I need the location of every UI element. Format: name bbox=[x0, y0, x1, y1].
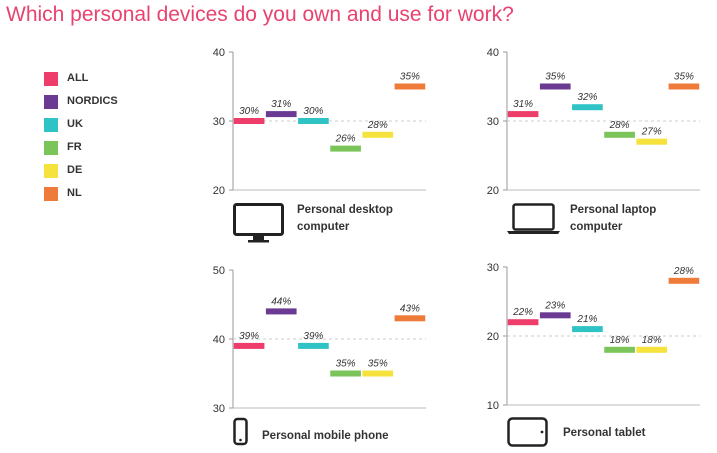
bar-nordics bbox=[539, 83, 571, 90]
y-tick-label: 30 bbox=[487, 262, 499, 274]
bar-nl bbox=[394, 315, 426, 322]
data-label: 43% bbox=[400, 303, 420, 314]
monitor-screen bbox=[233, 203, 284, 236]
legend-swatch bbox=[44, 164, 58, 178]
mobile-phone-icon bbox=[233, 417, 248, 446]
data-label: 35% bbox=[400, 72, 420, 83]
data-label: 26% bbox=[335, 134, 356, 145]
data-label: 35% bbox=[545, 72, 565, 83]
monitor-base bbox=[248, 240, 269, 243]
bar-nl bbox=[394, 83, 426, 90]
chart-desktop: 20 30 40 30% 31% 30% 26% 28% 35% Personal desktop… bbox=[213, 47, 426, 243]
y-tick-label: 20 bbox=[487, 185, 499, 197]
chart-title: computer bbox=[570, 221, 623, 233]
y-tick-label: 30 bbox=[213, 403, 225, 415]
legend-label: DE bbox=[67, 164, 83, 176]
y-tick-label: 20 bbox=[213, 185, 225, 197]
phone-body bbox=[233, 417, 248, 446]
chart-title: Personal mobile phone bbox=[262, 430, 389, 442]
bar-all bbox=[507, 111, 539, 118]
bar-all bbox=[233, 118, 265, 124]
data-label: 18% bbox=[642, 335, 662, 346]
data-label: 39% bbox=[303, 331, 323, 342]
y-tick-label: 30 bbox=[487, 116, 499, 128]
bar-nl bbox=[668, 277, 700, 284]
data-label: 30% bbox=[303, 106, 323, 117]
legend-label: NL bbox=[67, 187, 82, 199]
y-tick-label: 40 bbox=[213, 47, 225, 59]
phone-button bbox=[239, 438, 242, 442]
legend-label: FR bbox=[67, 141, 82, 153]
tablet-body bbox=[507, 417, 548, 447]
bar-uk bbox=[572, 326, 603, 333]
chart-title: computer bbox=[297, 221, 350, 233]
bar-nordics bbox=[539, 312, 571, 319]
chart-mobile-phone: 30 40 50 39% 44% 39% 35% 35% 43% Personal mobile … bbox=[213, 265, 426, 446]
legend-swatch bbox=[44, 118, 58, 132]
bar-all bbox=[507, 319, 539, 326]
desktop-icon bbox=[233, 203, 284, 243]
bar-fr bbox=[330, 145, 361, 152]
chart-laptop: 20 30 40 31% 35% 32% 28% 27% 35% Personal laptop c… bbox=[487, 47, 700, 234]
bar-nordics bbox=[265, 308, 297, 315]
data-label: 32% bbox=[577, 92, 597, 103]
data-label: 35% bbox=[336, 359, 356, 370]
bar-uk bbox=[298, 118, 329, 124]
data-label: 28% bbox=[367, 120, 388, 131]
data-label: 44% bbox=[271, 296, 291, 307]
laptop-base bbox=[507, 231, 560, 234]
chart-title: Personal tablet bbox=[563, 427, 646, 439]
data-label: 28% bbox=[609, 120, 630, 131]
chart-tablet: 10 20 30 22% 23% 21% 18% 18% 28% Personal tablet bbox=[487, 262, 700, 447]
y-tick-label: 40 bbox=[213, 334, 225, 346]
monitor-neck bbox=[253, 235, 264, 241]
y-tick-label: 30 bbox=[213, 116, 225, 128]
legend-label: ALL bbox=[67, 72, 89, 84]
bar-nl bbox=[668, 83, 700, 90]
bar-all bbox=[233, 342, 265, 349]
tablet-button bbox=[540, 430, 544, 434]
chart-title: Personal laptop bbox=[570, 204, 656, 216]
laptop-screen bbox=[512, 203, 555, 231]
bar-uk bbox=[298, 342, 329, 349]
data-label: 28% bbox=[673, 266, 694, 277]
bar-fr bbox=[604, 346, 635, 353]
bar-de bbox=[636, 346, 668, 353]
data-label: 35% bbox=[368, 359, 388, 370]
data-label: 27% bbox=[641, 127, 662, 138]
data-label: 31% bbox=[513, 99, 533, 110]
data-label: 18% bbox=[610, 335, 630, 346]
legend-swatch bbox=[44, 141, 58, 155]
legend-label: NORDICS bbox=[67, 95, 118, 107]
y-tick-label: 40 bbox=[487, 47, 499, 59]
data-label: 21% bbox=[576, 314, 597, 325]
legend-swatch bbox=[44, 72, 58, 86]
page-title: Which personal devices do you own and us… bbox=[6, 3, 514, 26]
bar-fr bbox=[330, 370, 361, 377]
bar-uk bbox=[572, 104, 603, 111]
data-label: 35% bbox=[674, 72, 694, 83]
legend-label: UK bbox=[67, 118, 83, 130]
data-label: 30% bbox=[239, 106, 259, 117]
laptop-icon bbox=[507, 203, 560, 234]
y-tick-label: 50 bbox=[213, 265, 225, 277]
data-label: 31% bbox=[271, 99, 291, 110]
data-label: 23% bbox=[544, 300, 565, 311]
bar-de bbox=[362, 131, 394, 138]
y-tick-label: 10 bbox=[487, 400, 499, 412]
bar-fr bbox=[604, 131, 635, 138]
chart-title: Personal desktop bbox=[297, 204, 393, 216]
y-tick-label: 20 bbox=[487, 331, 499, 343]
bar-de bbox=[362, 370, 394, 377]
bar-de bbox=[636, 138, 668, 145]
tablet-icon bbox=[507, 417, 548, 447]
data-label: 39% bbox=[239, 331, 259, 342]
bar-nordics bbox=[265, 111, 297, 118]
data-label: 22% bbox=[512, 307, 533, 318]
legend-swatch bbox=[44, 187, 58, 201]
legend-swatch bbox=[44, 95, 58, 109]
